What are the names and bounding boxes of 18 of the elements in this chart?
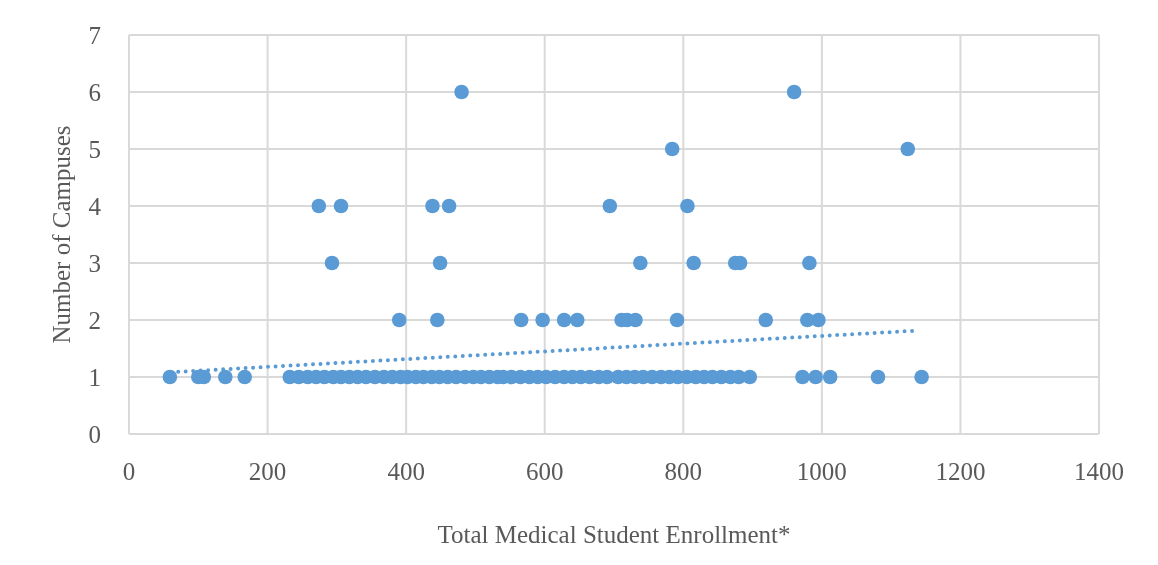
y-tick-label: 4: [88, 192, 102, 220]
y-tick-label: 6: [88, 78, 101, 106]
x-axis-title: Total Medical Student Enrollment*: [437, 521, 791, 548]
y-tick-label: 2: [88, 306, 101, 334]
x-tick-label: 1200: [935, 458, 986, 485]
x-tick-label: 0: [122, 458, 136, 485]
y-axis-title: Number of Campuses: [48, 125, 75, 344]
x-tick-label: 1000: [796, 458, 847, 485]
x-tick-label: 800: [664, 458, 703, 485]
y-tick-label: 0: [88, 420, 101, 448]
y-tick-label: 7: [88, 21, 101, 49]
y-tick-label: 3: [88, 249, 101, 277]
x-tick-label: 1400: [1074, 458, 1124, 485]
y-tick-label: 1: [88, 363, 101, 391]
x-tick-label: 400: [387, 458, 425, 485]
x-tick-label: 600: [525, 458, 564, 485]
y-tick-label: 5: [88, 135, 101, 163]
x-tick-label: 200: [248, 458, 287, 485]
